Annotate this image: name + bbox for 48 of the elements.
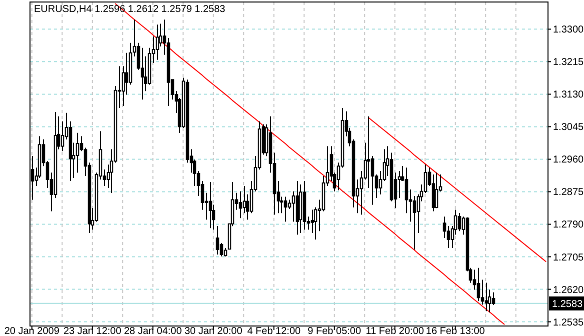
- candlestick: [458, 212, 462, 232]
- candlestick: [446, 226, 450, 248]
- y-tick-label: 1.2535: [553, 317, 584, 328]
- x-tick-label: 28 Jan 04:00: [124, 326, 182, 336]
- candlestick: [60, 120, 64, 152]
- candlestick: [432, 174, 436, 212]
- x-tick-label: 16 Feb 13:00: [426, 326, 486, 336]
- candlestick: [484, 282, 488, 312]
- candlestick: [156, 24, 160, 60]
- x-tick-label: 20 Jan 2009: [4, 326, 60, 336]
- y-tick-label: 1.2705: [553, 252, 584, 264]
- x-tick-label: 23 Jan 12:00: [63, 326, 122, 336]
- candlestick: [404, 167, 408, 214]
- y-tick-label: 1.3300: [553, 24, 584, 36]
- candlestick: [476, 267, 480, 302]
- candlestick: [442, 216, 446, 239]
- candlestick: [366, 116, 370, 188]
- line-series: [368, 117, 547, 262]
- candlestick: [76, 132, 80, 174]
- candlestick: [238, 190, 242, 219]
- candlestick: [216, 226, 220, 255]
- candlestick: [284, 196, 288, 222]
- candlestick: [208, 182, 212, 229]
- x-tick-label: 11 Feb 20:00: [366, 326, 424, 336]
- candlestick: [288, 199, 292, 210]
- x-tick-label: 30 Jan 20:00: [184, 326, 243, 336]
- candlestick: [480, 279, 484, 306]
- candlestick: [292, 190, 296, 222]
- x-tick-label: 9 Feb 05:00: [308, 326, 362, 336]
- y-tick-label: 1.3130: [553, 90, 584, 101]
- candlestick: [424, 164, 428, 194]
- candlestick: [242, 185, 246, 214]
- y-tick-label: 1.2875: [553, 187, 584, 198]
- candlestick: [370, 156, 374, 206]
- y-tick-label: 1.3045: [553, 122, 584, 134]
- candlestick: [124, 52, 128, 96]
- candlestick: [314, 206, 318, 240]
- y-tick-label: 1.3215: [553, 57, 584, 68]
- candlestick: [434, 172, 438, 209]
- y-tick-label: 1.2790: [553, 220, 584, 231]
- candlestick: [412, 195, 416, 250]
- candlestick: [140, 47, 144, 100]
- candlestick: [492, 292, 496, 306]
- candlestick: [398, 170, 402, 198]
- x-tick-label: 4 Feb 12:00: [247, 326, 301, 336]
- y-tick-label: 1.2960: [553, 154, 584, 166]
- ref-line-label: 1.2583: [552, 298, 584, 310]
- y-tick-label: 1.2620: [553, 284, 584, 296]
